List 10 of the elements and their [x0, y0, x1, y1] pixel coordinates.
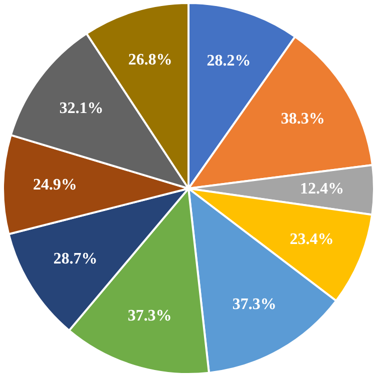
data-label: 32.1% [59, 100, 104, 117]
data-label: 38.3% [280, 110, 325, 128]
data-label: 12.4% [300, 180, 344, 198]
data-label: 26.8% [128, 52, 172, 69]
data-label: 24.9% [32, 176, 77, 194]
data-label: 28.2% [206, 52, 251, 70]
data-label: 23.4% [290, 231, 334, 248]
data-label: 37.3% [232, 296, 276, 313]
data-label: 37.3% [128, 307, 172, 324]
data-label: 28.7% [53, 250, 98, 268]
